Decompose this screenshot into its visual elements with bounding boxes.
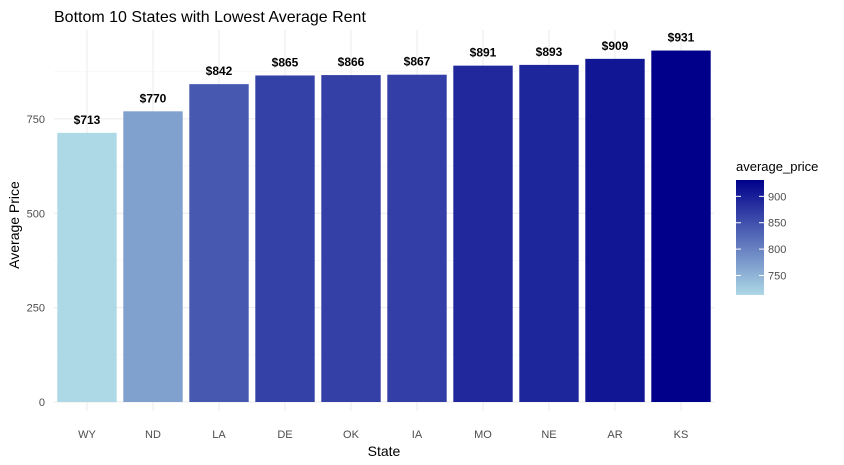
data-label-wy: $713: [74, 113, 101, 127]
bar-la: [189, 84, 249, 403]
x-tick-label-ks: KS: [674, 429, 689, 441]
y-tick-label: 500: [27, 208, 45, 220]
bar-ok: [321, 75, 381, 403]
data-label-ne: $893: [536, 45, 563, 59]
data-label-ar: $909: [602, 39, 629, 53]
data-label-la: $842: [206, 64, 233, 78]
bars: [57, 50, 711, 403]
y-tick-label: 250: [27, 303, 45, 315]
x-axis-ticks: WY ND LA DE OK IA MO NE AR KS: [78, 429, 688, 441]
data-labels: $713 $770 $842 $865 $866 $867 $891 $893 $909 $931: [74, 31, 695, 127]
data-label-de: $865: [272, 55, 299, 69]
legend-ticks: 750 800 850 900: [736, 191, 786, 282]
x-tick-label-ne: NE: [541, 429, 556, 441]
data-label-ia: $867: [404, 55, 431, 69]
bar-ne: [519, 64, 579, 402]
data-label-mo: $891: [470, 46, 497, 60]
data-label-ks: $931: [668, 31, 695, 45]
bar-nd: [123, 111, 183, 402]
x-tick-label-ia: IA: [412, 429, 423, 441]
bar-ia: [387, 74, 447, 403]
x-tick-label-de: DE: [277, 429, 292, 441]
legend-title: average_price: [736, 159, 818, 174]
legend-tick-label: 850: [768, 218, 786, 230]
y-axis-title: Average Price: [6, 181, 22, 269]
bar-ar: [585, 58, 645, 402]
legend-tick-label: 800: [768, 244, 786, 256]
legend-colorbar: [736, 180, 764, 295]
legend-tick-label: 900: [768, 191, 786, 203]
y-tick-label: 0: [39, 397, 45, 409]
x-tick-label-la: LA: [212, 429, 226, 441]
x-tick-label-nd: ND: [145, 429, 161, 441]
bar-de: [255, 75, 315, 403]
y-axis-ticks: 0 250 500 750: [27, 114, 45, 409]
x-tick-label-wy: WY: [78, 429, 96, 441]
x-axis-title: State: [368, 443, 401, 459]
legend: average_price 750 800 850 900: [736, 159, 818, 295]
x-tick-label-ar: AR: [607, 429, 622, 441]
chart-title: Bottom 10 States with Lowest Average Ren…: [54, 9, 366, 26]
x-tick-label-mo: MO: [474, 429, 492, 441]
y-tick-label: 750: [27, 114, 45, 126]
legend-tick-label: 750: [768, 270, 786, 282]
bar-mo: [453, 65, 513, 403]
data-label-ok: $866: [338, 55, 365, 69]
x-tick-label-ok: OK: [343, 429, 360, 441]
bar-wy: [57, 132, 117, 402]
bar-ks: [651, 50, 711, 403]
data-label-nd: $770: [140, 91, 167, 105]
